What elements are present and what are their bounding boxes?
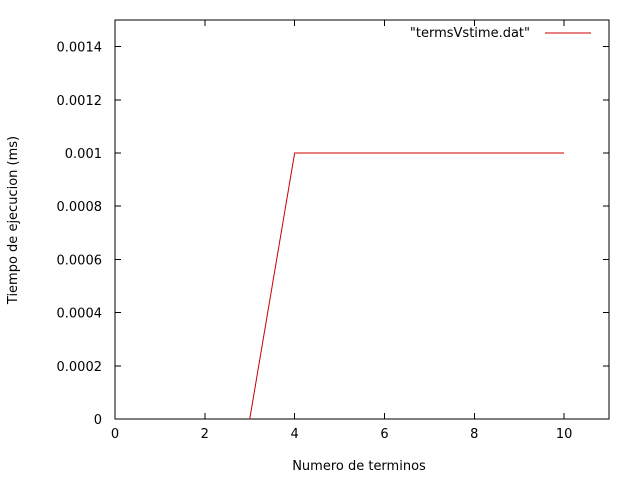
plot-frame (114, 19, 610, 420)
x-tick-label: 0 (111, 427, 119, 442)
y-tick-label: 0.0004 (57, 307, 103, 322)
y-tick-label: 0.0012 (57, 94, 103, 109)
y-tick-label: 0.0006 (57, 253, 103, 268)
y-axis-title: Tiempo de ejecucion (ms) (6, 136, 21, 305)
axis-ticks: 0 2 4 6 8 10 0 0.0002 0.0004 0.0006 0.0008 0.001 0.0… (57, 20, 609, 442)
plot-border (114, 19, 610, 420)
y-tick-label: 0 (94, 413, 102, 428)
series-lines (249, 152, 565, 420)
y-tick-label: 0.0014 (57, 41, 103, 56)
x-tick-label: 4 (290, 427, 298, 442)
series-line (249, 152, 565, 420)
y-tick-label: 0.0008 (57, 200, 103, 215)
x-tick-label: 10 (556, 427, 573, 442)
y-tick-label: 0.001 (65, 147, 102, 162)
legend: "termsVstime.dat" (410, 26, 591, 41)
x-tick-label: 2 (201, 427, 209, 442)
y-tick-label: 0.0002 (57, 360, 103, 375)
x-tick-label: 6 (380, 427, 388, 442)
legend-label: "termsVstime.dat" (410, 26, 530, 41)
x-axis-title: Numero de terminos (292, 459, 426, 474)
x-tick-label: 8 (470, 427, 478, 442)
